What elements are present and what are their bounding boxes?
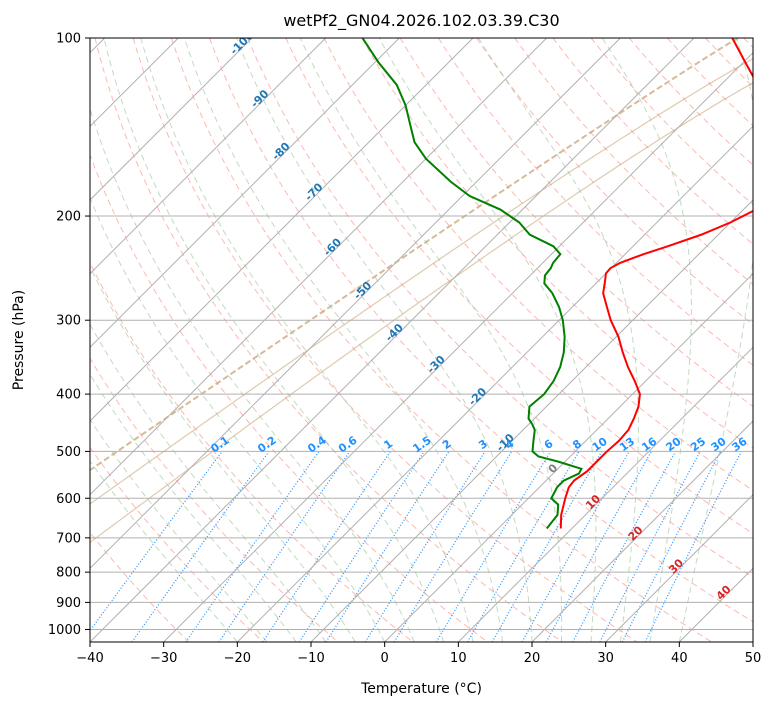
moist-adiabat [90, 107, 415, 642]
dry-adiabat [90, 357, 339, 642]
isotherm-line [90, 38, 695, 642]
lcl-arc [90, 82, 753, 544]
dry-adiabat [132, 38, 638, 642]
moist-adiabat [90, 196, 386, 642]
mixing-ratio-line [262, 451, 391, 642]
dry-adiabat [247, 38, 753, 578]
isotherm-line [90, 38, 327, 275]
moist-adiabat [183, 38, 504, 642]
y-tick-label: 600 [56, 492, 81, 507]
x-tick-label: −10 [297, 651, 324, 666]
moist-adiabat [601, 38, 692, 642]
isotherm-line [90, 38, 621, 570]
isotherm-line [457, 346, 753, 642]
isobars [90, 38, 753, 630]
temperature-series-line [559, 38, 753, 529]
mixing-ratio-line [298, 451, 425, 642]
dry-adiabat [399, 38, 753, 408]
dry-adiabats [90, 38, 753, 642]
moist-adiabat [678, 38, 753, 642]
x-tick-label: 0 [381, 651, 389, 666]
mixing-ratio-line [521, 451, 630, 642]
x-tick-label: 50 [745, 651, 762, 666]
y-tick-label: 900 [56, 596, 81, 611]
y-axis-label: Pressure (hPa) [11, 290, 27, 390]
dry-adiabat [170, 38, 712, 642]
x-tick-label: 30 [597, 651, 614, 666]
isotherm-line [163, 51, 753, 642]
mixing-ratio-line [466, 451, 580, 642]
moist-adiabat [236, 38, 533, 642]
x-tick-label: 40 [671, 651, 688, 666]
isotherm-line [90, 38, 548, 496]
y-tick-label: 500 [56, 445, 81, 460]
plot-frame [89, 37, 754, 643]
y-tick-label: 400 [56, 388, 81, 403]
mixing-ratio-line [435, 451, 552, 642]
mixing-ratio-lines [90, 451, 743, 642]
isotherm-line [90, 38, 474, 422]
moist-adiabat [90, 460, 238, 642]
mixing-ratio-line [599, 451, 701, 642]
mixing-ratio-line [621, 451, 722, 642]
isotherm-line [90, 38, 253, 201]
isotherms [90, 38, 753, 642]
isotherm-line [310, 199, 753, 642]
dry-adiabat [590, 38, 753, 206]
x-tick-label: 20 [524, 651, 541, 666]
mixing-ratio-line [90, 451, 223, 632]
y-tick-label: 800 [56, 566, 81, 581]
y-tick-label: 700 [56, 531, 81, 546]
dry-adiabat [90, 153, 488, 642]
x-axis-label: Temperature (°C) [360, 681, 482, 697]
dry-adiabat [90, 261, 414, 642]
isotherm-line [605, 493, 753, 642]
moist-adiabat [140, 38, 474, 642]
chart-title: wetPf2_GN04.2026.102.03.39.C30 [283, 11, 559, 31]
isotherm-line [384, 272, 753, 642]
dry-adiabat [94, 38, 563, 642]
lcl-arcs [90, 38, 753, 544]
y-tick-label: 100 [56, 32, 81, 47]
isotherm-line [90, 38, 400, 349]
x-tick-label: −20 [224, 651, 251, 666]
x-tick-label: −30 [150, 651, 177, 666]
mixing-ratio-line [364, 451, 486, 642]
dry-adiabat [90, 446, 264, 642]
moist-adiabat [90, 265, 356, 642]
dry-adiabat [209, 38, 753, 623]
moist-adiabat [477, 38, 639, 642]
moist-adiabats [90, 38, 753, 642]
sounding-series [361, 38, 753, 530]
dry-adiabat [323, 38, 753, 492]
plot-area: -100-90-80-70-60-50-40-30-20-10010203040… [90, 38, 753, 642]
isotherm-line [236, 125, 753, 642]
y-tick-label: 300 [56, 314, 81, 329]
mixing-ratio-line [325, 451, 450, 642]
y-tick-label: 1000 [48, 623, 81, 638]
moist-adiabat [103, 38, 445, 642]
dry-adiabat [552, 38, 753, 245]
dry-adiabat [285, 38, 753, 535]
moist-adiabat [378, 38, 597, 642]
lcl-arc [90, 58, 753, 505]
x-tick-label: 10 [450, 651, 467, 666]
x-tick-label: −40 [76, 651, 103, 666]
moist-adiabat [299, 38, 563, 642]
moist-adiabat [90, 323, 327, 642]
dewpoint-series-line [361, 38, 583, 530]
moist-adiabat [90, 418, 268, 642]
y-tick-label: 200 [56, 210, 81, 225]
isotherm-line [531, 420, 753, 642]
axes: −40 −30 −20 −10 0 10 20 30 40 50 100 200 300 400 500 60… [48, 32, 761, 667]
moist-adiabat [90, 373, 297, 642]
dry-adiabat [438, 38, 753, 366]
